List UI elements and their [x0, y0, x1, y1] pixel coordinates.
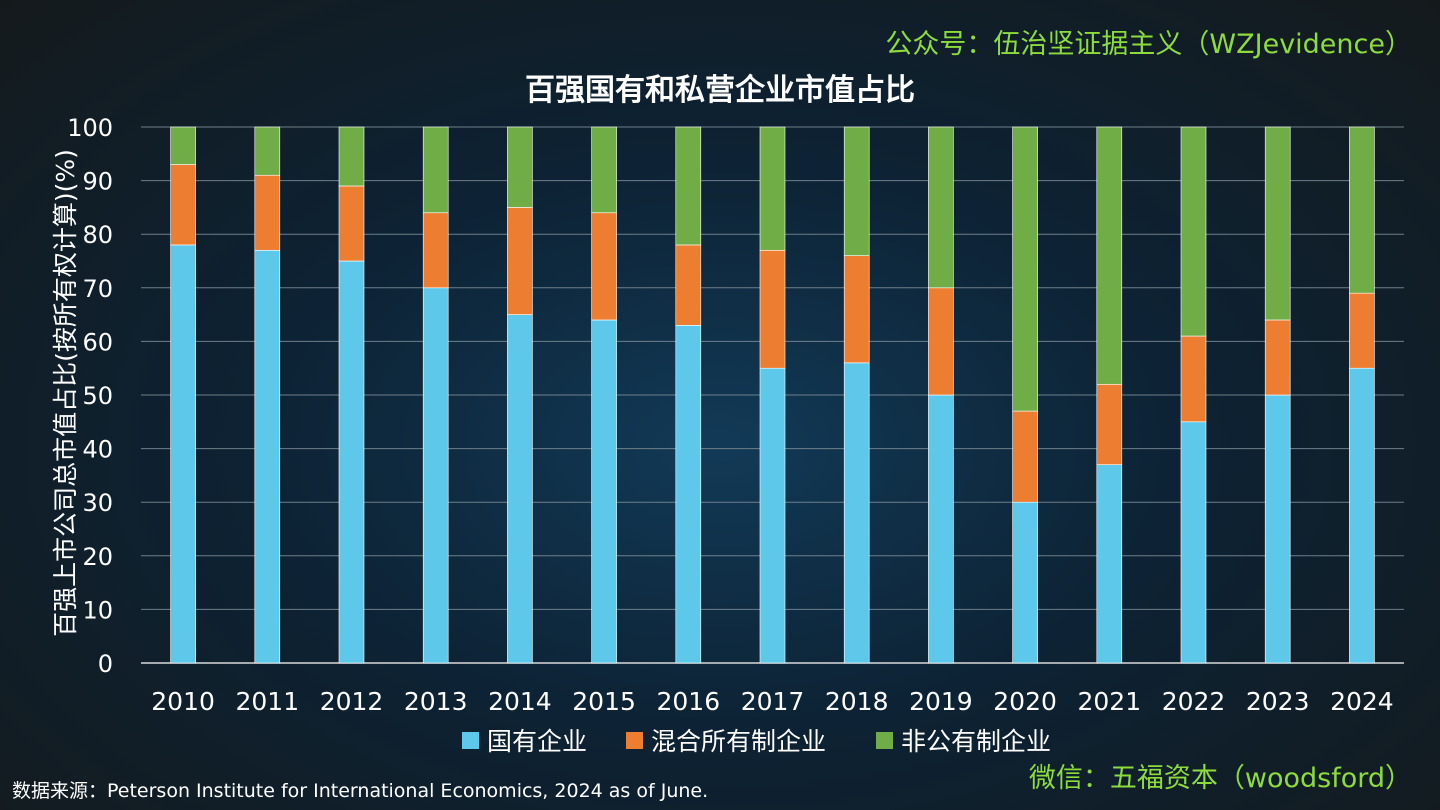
bar-segment-1-2013: [422, 287, 449, 664]
x-tick-label: 2010: [151, 687, 215, 716]
bar-segment-3-2019: [928, 126, 954, 289]
bar-segment-1-2017: [759, 367, 786, 664]
bar-segment-2-2024: [1349, 292, 1375, 369]
bar-segment-2-2011: [254, 174, 281, 251]
bar-segment-2-2022: [1180, 335, 1207, 423]
bar-segment-1-2014: [507, 314, 533, 664]
bar-segment-3-2020: [1012, 126, 1038, 412]
legend-label-2: 混合所有制企业: [651, 727, 826, 756]
y-tick-label: 10: [82, 596, 113, 624]
y-axis-label: 百强上市公司总市值占比(按所有权计算)(%): [51, 149, 80, 637]
y-tick-label: 100: [67, 114, 113, 142]
legend-label-3: 非公有制企业: [901, 727, 1051, 756]
x-tick-label: 2016: [656, 687, 720, 716]
y-tick-label: 70: [82, 275, 113, 303]
bar-segment-2-2014: [507, 207, 533, 315]
bar-segment-3-2011: [254, 126, 281, 176]
x-tick-label: 2022: [1162, 687, 1226, 716]
bar-segment-1-2011: [254, 249, 281, 664]
bar-segment-3-2021: [1096, 126, 1123, 385]
bar-segment-1-2016: [675, 325, 702, 664]
bar-segment-3-2023: [1264, 126, 1291, 321]
bar-segment-2-2020: [1012, 410, 1038, 503]
x-tick-label: 2015: [572, 687, 636, 716]
y-tick-label: 90: [82, 168, 113, 196]
x-tick-label: 2021: [1077, 687, 1141, 716]
x-tick-label: 2012: [320, 687, 384, 716]
bar-segment-3-2024: [1349, 126, 1375, 294]
bar-segment-1-2024: [1349, 367, 1375, 664]
bar-segment-1-2022: [1180, 421, 1207, 664]
y-tick-labels: 0 10 20 30 40 50 60 70 80 90 100: [67, 114, 113, 678]
bar-segment-3-2022: [1180, 126, 1207, 337]
bar-segment-1-2019: [928, 394, 954, 664]
x-tick-label: 2018: [825, 687, 889, 716]
bar-segment-1-2010: [170, 244, 196, 664]
bar-segment-1-2015: [591, 319, 617, 664]
x-tick-labels: 2010 2011 2012 2013 2014 2015 2016 2017 2018 2019…: [151, 687, 1393, 716]
y-tick-label: 50: [82, 382, 113, 410]
bar-segment-1-2012: [338, 260, 365, 664]
legend-swatch-3: [876, 732, 893, 749]
x-tick-label: 2019: [909, 687, 973, 716]
legend-label-1: 国有企业: [487, 727, 587, 756]
source-note: 数据来源：Peterson Institute for Internationa…: [12, 780, 709, 802]
legend-swatch-2: [626, 732, 643, 749]
x-tick-label: 2011: [235, 687, 299, 716]
x-tick-label: 2020: [993, 687, 1057, 716]
bar-segment-2-2016: [675, 244, 702, 326]
bar-segment-3-2017: [759, 126, 786, 251]
bar-segment-3-2016: [675, 126, 702, 246]
watermark-bottom: 微信：五福资本（woodsford）: [1028, 763, 1412, 794]
y-tick-label: 80: [82, 221, 113, 249]
bar-segment-2-2019: [928, 287, 954, 396]
bar-segment-1-2023: [1264, 394, 1291, 664]
x-tick-label: 2013: [404, 687, 468, 716]
bar-segment-2-2015: [591, 212, 617, 321]
bar-segment-3-2014: [507, 126, 533, 208]
bar-segment-3-2013: [422, 126, 449, 214]
y-tick-label: 40: [82, 436, 113, 464]
bar-segment-2-2021: [1096, 383, 1123, 465]
y-tick-label: 30: [82, 489, 113, 517]
bar-segment-2-2023: [1264, 319, 1291, 396]
x-tick-label: 2014: [488, 687, 552, 716]
y-tick-label: 0: [98, 650, 113, 678]
legend-swatch-1: [462, 732, 479, 749]
bar-segment-2-2012: [338, 185, 365, 262]
x-tick-label: 2023: [1246, 687, 1310, 716]
bar-segment-3-2010: [170, 126, 196, 165]
bar-segment-1-2020: [1012, 501, 1038, 664]
bar-segment-1-2021: [1096, 464, 1123, 664]
chart-title: 百强国有和私营企业市值占比: [525, 73, 915, 108]
x-tick-label: 2024: [1330, 687, 1394, 716]
bar-segment-2-2017: [759, 249, 786, 369]
x-tick-label: 2017: [741, 687, 805, 716]
bar-segment-2-2013: [422, 212, 449, 289]
bar-segment-2-2010: [170, 164, 196, 246]
bar-segment-3-2012: [338, 126, 365, 187]
bars: [170, 126, 1375, 664]
legend: 国有企业 混合所有制企业 非公有制企业: [462, 727, 1051, 756]
watermark-top: 公众号：伍治坚证据主义（WZJevidence）: [885, 29, 1412, 60]
bar-segment-2-2018: [843, 255, 870, 364]
bar-segment-1-2018: [843, 362, 870, 664]
bar-segment-3-2018: [843, 126, 870, 256]
y-tick-label: 20: [82, 543, 113, 571]
bar-segment-3-2015: [591, 126, 617, 214]
y-tick-label: 60: [82, 328, 113, 356]
